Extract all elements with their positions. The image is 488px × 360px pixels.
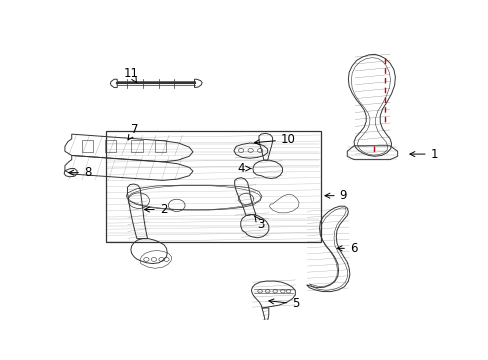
Text: 5: 5 — [268, 297, 299, 310]
Bar — [82, 140, 93, 152]
Bar — [131, 140, 142, 152]
Bar — [105, 131, 321, 242]
Text: 6: 6 — [336, 242, 357, 255]
Text: 7: 7 — [128, 123, 139, 140]
Text: 2: 2 — [144, 203, 167, 216]
Text: 4: 4 — [237, 162, 250, 175]
Text: 8: 8 — [69, 166, 91, 179]
Bar — [155, 140, 166, 152]
Text: 10: 10 — [254, 133, 295, 146]
Text: 1: 1 — [409, 148, 437, 161]
Text: 11: 11 — [123, 67, 139, 83]
Text: 9: 9 — [325, 189, 346, 202]
Bar — [104, 140, 116, 152]
Text: 3: 3 — [254, 216, 264, 231]
